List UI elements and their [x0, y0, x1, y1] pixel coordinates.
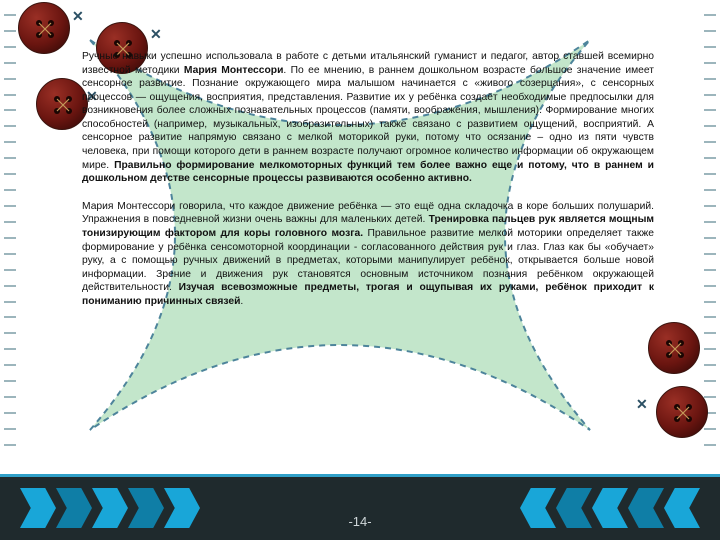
paragraph-2: Мария Монтессори говорила, что каждое дв… [82, 200, 654, 309]
sewing-button-1 [18, 2, 70, 54]
p2-end: . [240, 296, 243, 307]
footer-top-stripe [0, 474, 720, 477]
cross-decor-1: ✕ [72, 8, 84, 25]
cross-decor-4: ✕ [636, 396, 648, 413]
page-number: -14- [0, 514, 720, 529]
paragraph-1: Ручные навыки успешно использовала в раб… [82, 50, 654, 186]
sewing-button-3 [36, 78, 88, 130]
sewing-button-5 [656, 386, 708, 438]
sewing-button-4 [648, 322, 700, 374]
p1-montessori: Мария Монтессори [184, 65, 284, 76]
p1-bold: Правильно формирование мелкомоторных фун… [82, 160, 654, 185]
left-border-dashes [0, 0, 20, 460]
p1-text-b: . По ее мнению, в раннем дошкольном возр… [82, 65, 654, 171]
cross-decor-2: ✕ [150, 26, 162, 43]
body-text: Ручные навыки успешно использовала в раб… [82, 50, 654, 322]
footer: -14- [0, 474, 720, 540]
